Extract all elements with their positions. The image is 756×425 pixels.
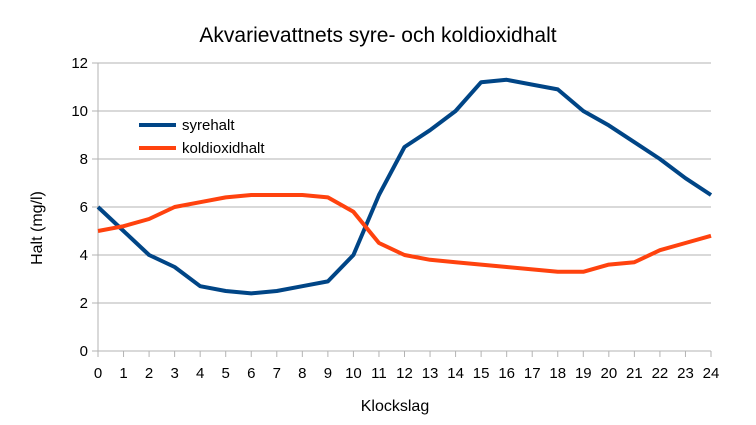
chart-title: Akvarievattnets syre- och koldioxidhalt bbox=[199, 24, 556, 47]
y-tick-label: 8 bbox=[80, 151, 88, 168]
legend-label-syrehalt: syrehalt bbox=[182, 117, 235, 134]
x-tick-label: 14 bbox=[447, 365, 464, 382]
x-tick-label: 4 bbox=[196, 365, 204, 382]
y-tick-labels: 0 2 4 6 8 10 12 bbox=[71, 55, 88, 360]
x-tick-label: 0 bbox=[94, 365, 102, 382]
x-axis-label: Klockslag bbox=[361, 398, 429, 415]
x-tick-label: 18 bbox=[549, 365, 566, 382]
y-tick-label: 2 bbox=[80, 295, 88, 312]
x-tick-label: 19 bbox=[575, 365, 592, 382]
y-tick-label: 4 bbox=[80, 247, 88, 264]
legend-label-koldioxidhalt: koldioxidhalt bbox=[182, 140, 265, 157]
x-tick-label: 13 bbox=[422, 365, 439, 382]
legend: syrehalt koldioxidhalt bbox=[139, 117, 265, 157]
x-tick-label: 5 bbox=[222, 365, 230, 382]
y-tick-label: 12 bbox=[71, 55, 88, 72]
x-tick-label: 20 bbox=[600, 365, 617, 382]
x-tick-label: 17 bbox=[524, 365, 541, 382]
y-axis-label: Halt (mg/l) bbox=[29, 191, 46, 265]
x-tick-label: 21 bbox=[626, 365, 643, 382]
x-tick-label: 10 bbox=[345, 365, 362, 382]
x-tick-label: 2 bbox=[145, 365, 153, 382]
x-tick-label: 23 bbox=[677, 365, 694, 382]
x-tick-label: 7 bbox=[273, 365, 281, 382]
x-tick-label: 22 bbox=[652, 365, 669, 382]
x-tick-label: 24 bbox=[703, 365, 720, 382]
x-tick-label: 16 bbox=[498, 365, 515, 382]
axes bbox=[92, 62, 712, 357]
x-tick-labels: 0 1 2 3 4 5 6 7 8 9 10 11 12 13 14 15 16 17 18 19 20 21 22 23 24 bbox=[94, 365, 720, 382]
x-tick-label: 12 bbox=[396, 365, 413, 382]
x-tick-label: 11 bbox=[371, 365, 387, 382]
gridlines bbox=[98, 62, 711, 304]
x-tick-label: 9 bbox=[324, 365, 332, 382]
x-tick-label: 1 bbox=[119, 365, 127, 382]
x-tick-label: 6 bbox=[247, 365, 255, 382]
x-tick-label: 8 bbox=[298, 365, 306, 382]
y-tick-label: 6 bbox=[80, 199, 88, 216]
series-line-koldioxidhalt bbox=[97, 193, 712, 274]
series-line-syrehalt bbox=[96, 77, 713, 296]
series-lines bbox=[96, 77, 713, 296]
x-tick-label: 3 bbox=[170, 365, 178, 382]
y-tick-label: 10 bbox=[71, 103, 88, 120]
y-tick-label: 0 bbox=[80, 343, 88, 360]
x-tick-label: 15 bbox=[473, 365, 490, 382]
